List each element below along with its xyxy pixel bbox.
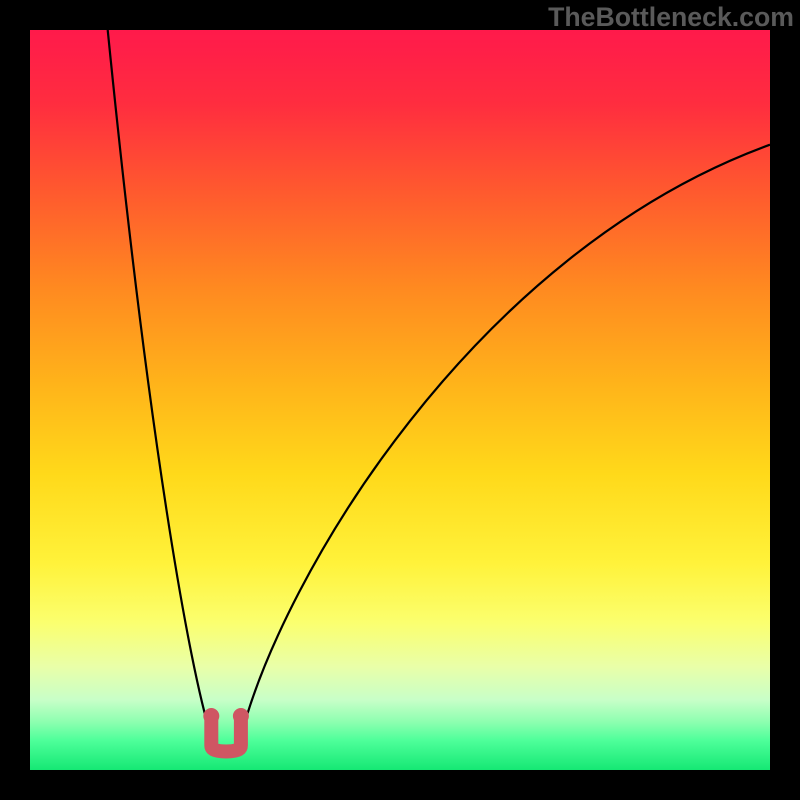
optimal-range-right-dot	[233, 708, 249, 724]
bottleneck-chart	[0, 0, 800, 800]
watermark-text: TheBottleneck.com	[548, 2, 794, 33]
heat-gradient-area	[30, 30, 770, 770]
chart-container: { "canvas": { "width": 800, "height": 80…	[0, 0, 800, 800]
optimal-range-left-dot	[203, 708, 219, 724]
